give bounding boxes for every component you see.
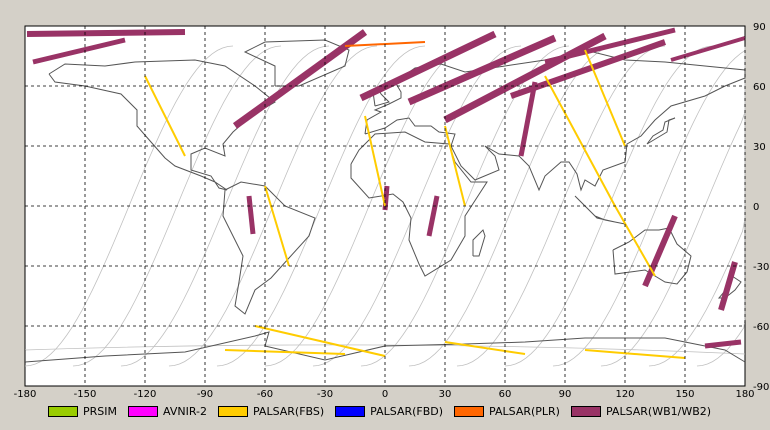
lon-tick-label: 150: [675, 389, 694, 400]
swath-strip: [426, 195, 440, 237]
lon-tick-label: 0: [382, 389, 388, 400]
swath-strip: [642, 214, 678, 288]
lon-tick-label: -180: [14, 389, 37, 400]
swath-strip: [704, 339, 742, 349]
lon-tick-label: -60: [257, 389, 273, 400]
swath-strip: [224, 349, 346, 355]
lon-tick-label: -90: [197, 389, 213, 400]
lon-tick-label: -30: [317, 389, 333, 400]
legend-swatch: [454, 405, 485, 417]
legend-label: PALSAR(FBS): [252, 404, 325, 418]
lat-tick-label: 60: [753, 82, 766, 93]
lat-tick-label: 90: [753, 22, 766, 33]
swath-strip: [407, 34, 557, 106]
lat-tick-label: -60: [753, 322, 769, 333]
lon-tick-label: 120: [615, 389, 634, 400]
legend-swatch: [48, 405, 78, 417]
swath-strip: [670, 36, 746, 62]
swath-strip: [718, 261, 738, 311]
legend-label: AVNIR-2: [163, 404, 207, 418]
coastline-australia: [612, 227, 692, 285]
coastline-south-america: [222, 181, 316, 315]
lon-tick-label: 60: [499, 389, 512, 400]
swath-strip: [510, 39, 666, 99]
swath-strip: [614, 205, 656, 277]
lon-tick-label: 180: [735, 389, 754, 400]
lat-tick-label: 0: [753, 202, 759, 213]
swath-strip: [544, 75, 616, 207]
swath-strip: [364, 115, 386, 207]
swath-strip: [518, 81, 538, 157]
legend-item-palsar-plr: PALSAR(PLR): [454, 405, 560, 418]
legend-label: PALSAR(PLR): [489, 404, 560, 418]
legend-swatch: [128, 405, 158, 417]
swath-strip: [444, 125, 466, 207]
swath-strip: [144, 75, 186, 157]
swath-strip: [254, 325, 386, 357]
swath-strip: [26, 29, 186, 37]
coastline-japan: [646, 117, 676, 145]
coastline-africa: [350, 131, 488, 277]
legend-swatch: [570, 405, 601, 417]
swath-strip: [359, 30, 497, 102]
legend-label: PALSAR(WB1/WB2): [605, 404, 712, 418]
lon-tick-label: 90: [559, 389, 572, 400]
legend-item-palsar-wb: PALSAR(WB1/WB2): [570, 404, 712, 418]
longitude-tick-labels: -180 -150 -120 -90 -60 -30 0 30 60 90 120 150 180: [14, 389, 755, 400]
lon-tick-label: 30: [439, 389, 452, 400]
observation-swaths: [26, 27, 746, 359]
swath-strip: [584, 49, 626, 147]
swath-strip: [584, 349, 686, 359]
swath-strip: [444, 341, 526, 355]
legend-label: PRSIM: [83, 404, 117, 418]
swath-strip: [443, 32, 607, 124]
legend-label: PALSAR(FBD): [370, 404, 444, 418]
swath-strip: [32, 37, 126, 65]
legend-item-palsar-fbd: PALSAR(FBD): [335, 405, 443, 418]
legend: PRSIM AVNIR-2 PALSAR(FBS) PALSAR(FBD) PA…: [48, 403, 722, 419]
latitude-tick-labels: 90 60 30 0 -30 -60 -90: [753, 22, 769, 393]
legend-swatch: [217, 405, 248, 417]
lon-tick-label: -120: [134, 389, 157, 400]
lat-lon-grid: [24, 25, 746, 387]
lat-tick-label: -30: [753, 262, 769, 273]
legend-item-prsim: PRSIM: [48, 405, 117, 418]
swath-strip: [544, 27, 676, 65]
lat-tick-label: 30: [753, 142, 766, 153]
lat-tick-label: -90: [753, 382, 769, 393]
coastline-madagascar: [472, 229, 486, 257]
legend-swatch: [335, 405, 366, 417]
swath-strip: [246, 195, 256, 235]
lon-tick-label: -150: [74, 389, 97, 400]
swath-strip: [264, 185, 290, 267]
legend-item-palsar-fbs: PALSAR(FBS): [217, 404, 325, 418]
coastline-north-america: [48, 59, 276, 191]
legend-item-avnir2: AVNIR-2: [128, 405, 207, 418]
swath-strip: [232, 29, 368, 129]
coastline-antarctica: [24, 331, 746, 363]
